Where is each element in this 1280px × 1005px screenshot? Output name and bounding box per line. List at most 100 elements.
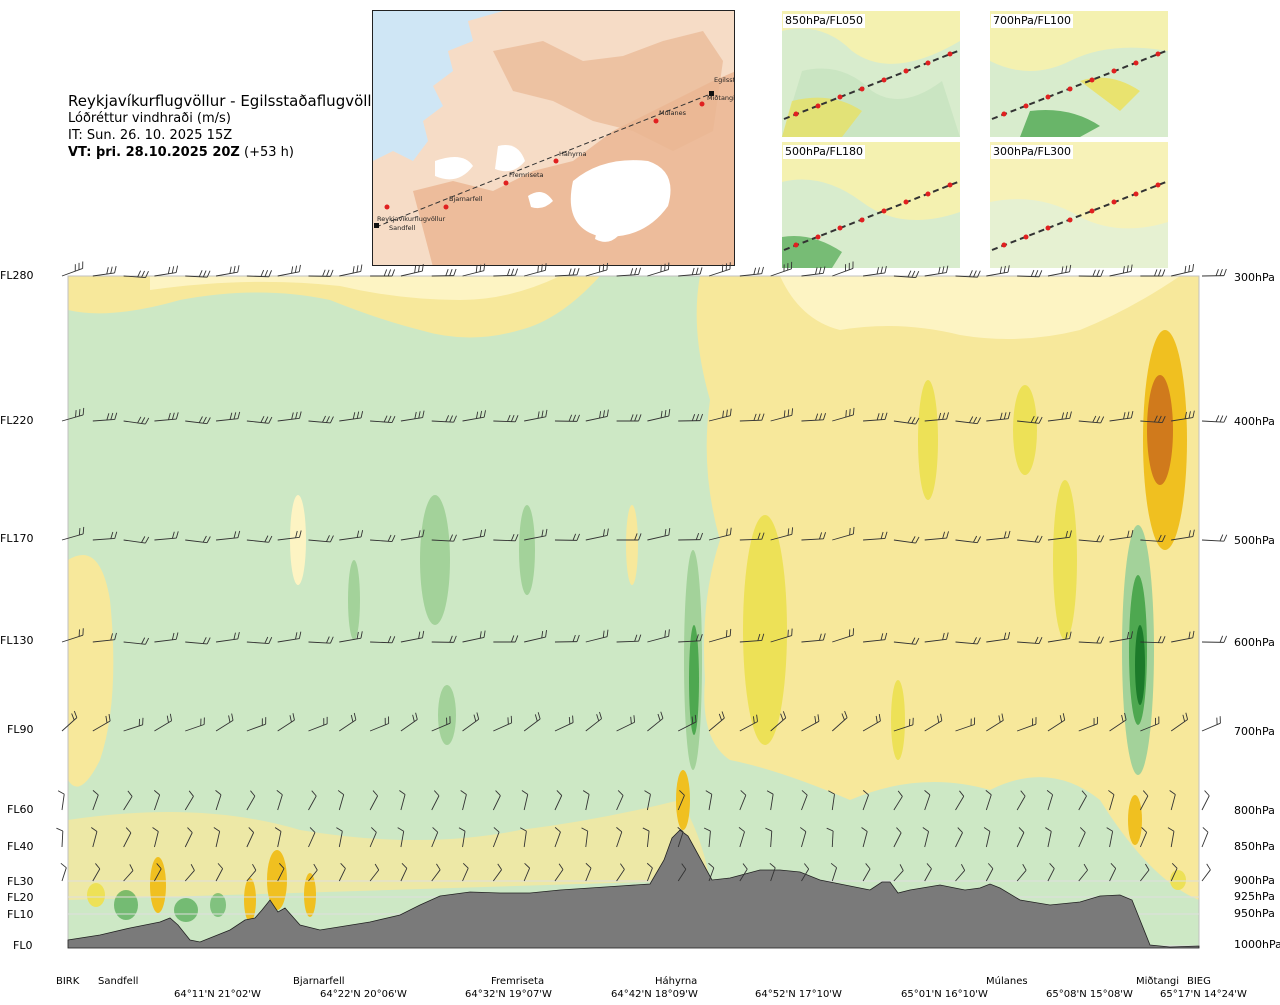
wind-barb [431,268,457,277]
wind-barb [215,713,234,732]
wind-barb [1169,790,1176,811]
wind-barb [370,415,396,423]
mini-map-850-canvas [782,11,960,137]
wind-barb [1078,636,1104,644]
wind-barb [1109,264,1133,277]
map-label-egilsstadir: Egilsstaðir [714,76,735,84]
wind-barb [154,713,173,732]
wind-barb [338,863,346,882]
wind-barb [1140,863,1150,882]
wind-barb [708,628,732,643]
wind-barb [738,827,745,848]
wind-barb [766,790,774,811]
wind-barb [616,634,642,643]
wind-barb [397,827,405,848]
wind-barb [677,863,687,882]
wind-barb [492,863,502,882]
mini-map-700: 700hPa/FL100 [990,11,1168,137]
wind-barb [1017,535,1043,543]
wind-barb [277,264,301,277]
wind-barb [863,531,888,541]
fl-label-170: FL170 [0,532,34,545]
hpa-label-700: 700hPa [1234,725,1275,738]
wind-barb [1201,415,1228,423]
hpa-label-850: 850hPa [1234,840,1275,853]
western-low-updraft [68,555,114,787]
waypoint-label-mulanes: Múlanes [986,976,1028,987]
wind-barb [616,790,624,811]
wind-barb [1017,416,1043,424]
wind-barb [924,790,931,811]
wind-barb [893,864,904,882]
wind-barb [61,710,78,732]
wind-barb [523,862,531,882]
wind-barb [985,790,992,811]
wind-barb [1078,863,1088,882]
wind-barb [1078,827,1086,848]
wind-barb [1016,790,1026,811]
chart-header: Reykjavíkurflugvöllur - Egilsstaðaflugvö… [68,93,387,161]
wind-barb [678,714,697,732]
wind-barb [585,629,609,643]
wind-barb [616,414,642,422]
wind-barb [1170,862,1178,882]
wind-barb [678,413,704,422]
wind-barb [955,864,966,882]
wind-barb [431,827,439,848]
wind-barb [582,790,590,811]
updraft-cell-5 [891,680,905,760]
wind-barb [801,266,826,277]
wind-barb [184,864,195,882]
wind-barb [616,827,623,848]
hpa-label-500: 500hPa [1234,534,1275,547]
mini-map-300: 300hPa/FL300 [990,142,1168,268]
wind-barb [246,827,255,848]
wind-barb [458,827,466,848]
wind-barb [955,827,963,848]
wind-barb [277,713,295,732]
wind-barb [1167,827,1175,848]
wind-barb [369,716,390,732]
wind-barb [644,790,651,811]
wind-barb [370,269,396,277]
waypoint-label-fremriseta: Fremriseta [491,976,545,987]
coord-label-4: 64°42'N 18°09'W [611,989,698,1000]
lee-wave-downdraft-2 [174,898,198,922]
wind-barb [708,711,725,732]
wind-barb [462,712,480,732]
wind-barb [400,712,418,732]
waypoint-label-midtangi: Miðtangi [1136,976,1180,987]
wind-barb [830,862,838,882]
wind-barb [431,863,441,882]
wind-barb [216,411,241,422]
wind-barb [370,534,396,542]
hpa-label-600: 600hPa [1234,636,1275,649]
wind-barb [861,827,868,848]
wind-barb [524,528,548,541]
wind-barb [400,529,425,541]
wind-barb [1171,630,1195,643]
coord-label-8: 65°17'N 14°24'W [1160,989,1247,1000]
wind-barb [1047,411,1072,422]
mini-map-500: 500hPa/FL180 [782,142,960,268]
wind-barb [708,527,732,541]
fl-label-0: FL0 [13,939,33,952]
wind-barb [1078,415,1105,424]
wind-barb [770,261,793,277]
wind-barb [1047,863,1055,882]
wind-barb [1140,415,1166,423]
wind-barb [983,827,991,848]
updraft-thin-2 [626,505,638,585]
wind-barb [893,790,903,811]
wind-barb [585,409,609,422]
wind-barb [308,716,328,732]
wind-barb [399,790,406,811]
wind-barb [739,633,765,643]
wind-barb [1201,268,1227,277]
wind-barb [246,790,256,811]
wind-barb [213,827,221,848]
terrain-profile [67,829,1200,949]
waypoint-label-birk: BIRK [56,976,80,987]
wind-barb [585,528,609,541]
wind-barb [185,535,211,544]
